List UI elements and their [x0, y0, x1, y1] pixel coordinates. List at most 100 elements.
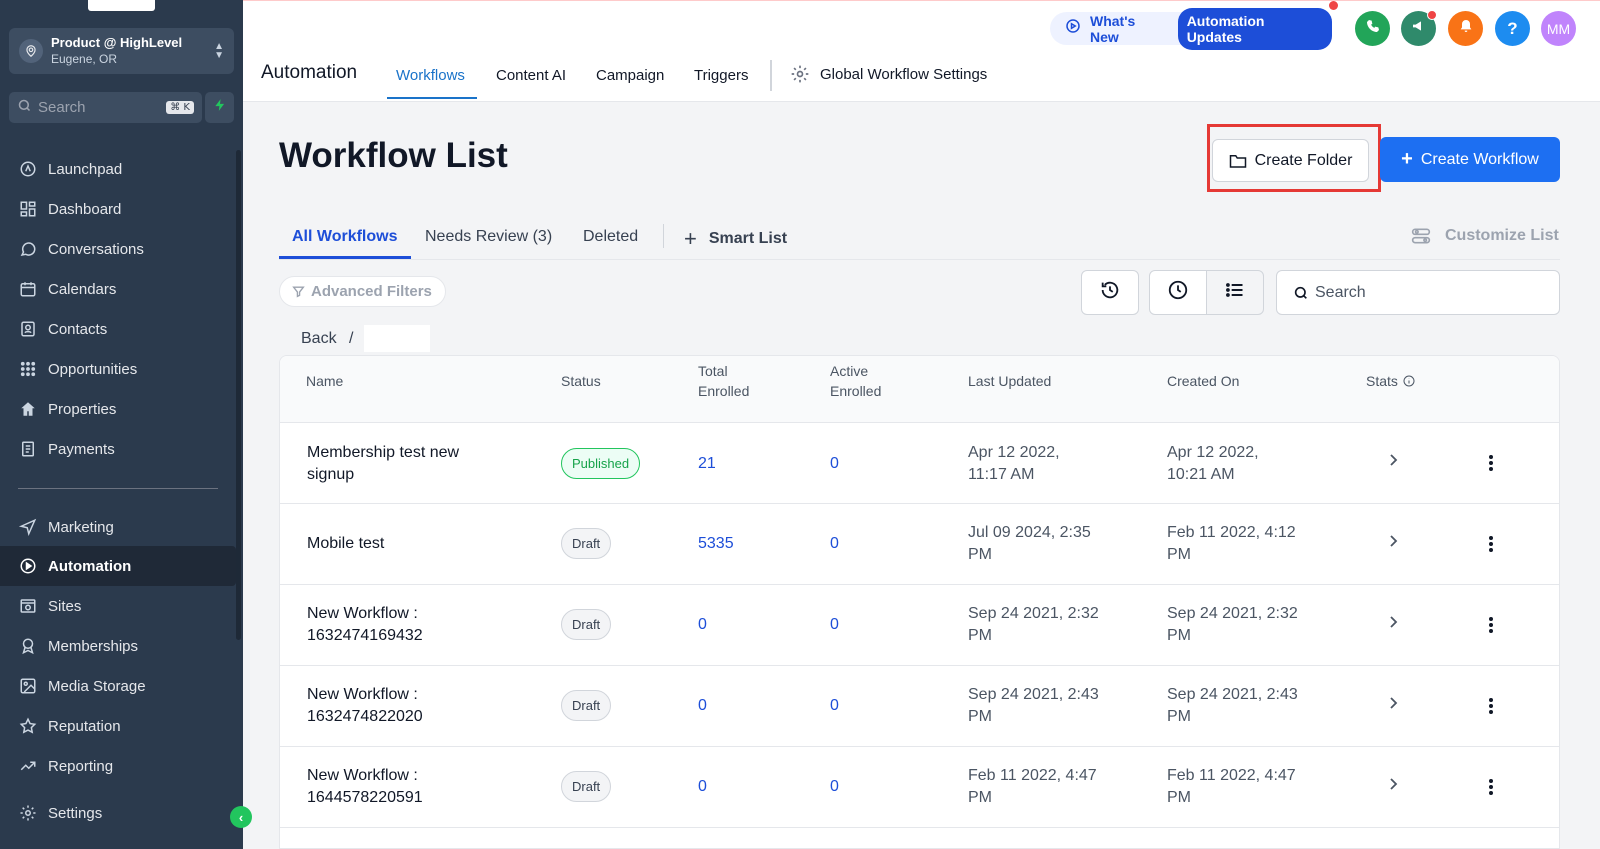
header-line: Enrolled — [698, 383, 750, 399]
sidebar-item-opportunities[interactable]: Opportunities — [0, 349, 236, 389]
plus-icon: + — [1401, 148, 1413, 170]
chevron-right-icon[interactable] — [1388, 534, 1398, 553]
total-enrolled-value[interactable]: 5335 — [698, 535, 734, 552]
quick-actions-button[interactable] — [205, 92, 234, 123]
chevron-right-icon[interactable] — [1388, 777, 1398, 796]
status-badge: Draft — [561, 771, 612, 802]
table-row[interactable]: Membership test new signup Published 21 0… — [280, 423, 1559, 504]
sidebar-search[interactable]: Search ⌘ K — [9, 92, 202, 123]
active-enrolled-value[interactable]: 0 — [830, 455, 839, 472]
subtab-needs-review[interactable]: Needs Review (3) — [425, 228, 553, 245]
table-row[interactable]: New Workflow : 1632474169432 Draft 0 0 Se… — [280, 585, 1559, 666]
notification-dot — [1329, 0, 1338, 10]
sidebar-item-automation[interactable]: Automation — [0, 546, 236, 586]
chevron-right-icon[interactable] — [1388, 453, 1398, 472]
avatar-initials: MM — [1546, 20, 1571, 37]
announcements-button[interactable] — [1401, 10, 1437, 46]
workflow-search-input[interactable]: Search — [1276, 270, 1560, 315]
table-row[interactable]: Mobile test Draft 5335 0 Jul 09 2024, 2:… — [280, 504, 1559, 585]
total-enrolled-value[interactable]: 0 — [698, 616, 707, 633]
customize-list-button[interactable]: Customize List — [1411, 226, 1559, 246]
account-switcher[interactable]: Product @ HighLevel Eugene, OR ▲ ▼ — [9, 28, 234, 74]
user-avatar[interactable]: MM — [1541, 11, 1576, 46]
created-on-value: Apr 12 2022, 10:21 AM — [1167, 442, 1337, 486]
create-folder-button[interactable]: Create Folder — [1212, 139, 1369, 182]
whats-new-banner[interactable]: What's New Automation Updates — [1050, 0, 1338, 50]
location-pin-icon — [19, 39, 43, 63]
breadcrumb-separator: / — [349, 330, 354, 347]
active-enrolled-value[interactable]: 0 — [830, 778, 839, 795]
column-header-active-enrolled[interactable]: Active Enrolled — [830, 361, 881, 401]
chevron-right-icon[interactable] — [1388, 615, 1398, 634]
sidebar-item-launchpad[interactable]: Launchpad — [0, 149, 236, 189]
total-enrolled-value[interactable]: 0 — [698, 778, 707, 795]
sidebar-item-label: Contacts — [48, 320, 108, 338]
automation-updates-pill[interactable]: Automation Updates — [1177, 0, 1338, 50]
subtab-deleted[interactable]: Deleted — [583, 228, 639, 245]
global-workflow-settings-link[interactable]: Global Workflow Settings — [790, 64, 987, 84]
smart-list-button[interactable]: + Smart List — [684, 226, 787, 252]
advanced-filters-button[interactable]: Advanced Filters — [279, 276, 446, 307]
table-row[interactable]: New Workflow : 1632474822020 Draft 0 0 Se… — [280, 666, 1559, 747]
column-header-last-updated[interactable]: Last Updated — [968, 373, 1052, 389]
notifications-button[interactable] — [1448, 11, 1483, 46]
workflow-name[interactable]: Membership test new signup — [307, 442, 527, 486]
chevron-right-icon[interactable] — [1388, 696, 1398, 715]
bolt-icon — [213, 97, 227, 118]
history-button[interactable] — [1081, 270, 1139, 315]
help-button[interactable]: ? — [1495, 11, 1530, 46]
column-header-stats[interactable]: Stats — [1366, 371, 1415, 391]
active-enrolled-value[interactable]: 0 — [830, 535, 839, 552]
workflow-name[interactable]: New Workflow : 1644578220591 — [307, 765, 527, 809]
more-options-icon[interactable] — [1488, 454, 1494, 477]
recent-view-button[interactable] — [1149, 270, 1207, 315]
more-options-icon[interactable] — [1488, 535, 1494, 558]
sidebar-scrollbar[interactable] — [236, 150, 241, 640]
highlight-annotation — [1207, 124, 1381, 192]
sidebar-item-reporting[interactable]: Reporting — [0, 746, 236, 786]
global-workflow-settings-label: Global Workflow Settings — [820, 65, 988, 83]
sidebar-item-settings[interactable]: Settings — [0, 793, 236, 833]
active-enrolled-value[interactable]: 0 — [830, 697, 839, 714]
sidebar-item-contacts[interactable]: Contacts — [0, 309, 236, 349]
list-view-button[interactable] — [1206, 270, 1264, 315]
column-header-name[interactable]: Name — [306, 373, 344, 389]
phone-button[interactable] — [1355, 11, 1390, 46]
sidebar-item-reputation[interactable]: Reputation — [0, 706, 236, 746]
sidebar-item-payments[interactable]: Payments — [0, 429, 236, 469]
tab-triggers[interactable]: Triggers — [694, 67, 749, 84]
column-header-created-on[interactable]: Created On — [1167, 373, 1240, 389]
total-enrolled-value[interactable]: 0 — [698, 697, 707, 714]
top-bar: What's New Automation Updates ? MM Autom… — [243, 0, 1600, 102]
account-name: Product @ HighLevel — [51, 35, 183, 50]
sidebar-item-calendars[interactable]: Calendars — [0, 269, 236, 309]
workflow-name[interactable]: New Workflow : 1632474169432 — [307, 603, 527, 647]
more-options-icon[interactable] — [1488, 778, 1494, 801]
table-row[interactable]: New Workflow : 1644578220591 Draft 0 0 Fe… — [280, 747, 1559, 828]
total-enrolled-value[interactable]: 21 — [698, 455, 716, 472]
sidebar-item-media-storage[interactable]: Media Storage — [0, 666, 236, 706]
sidebar-item-memberships[interactable]: Memberships — [0, 626, 236, 666]
create-workflow-button[interactable]: + Create Workflow — [1380, 137, 1560, 182]
sidebar-item-dashboard[interactable]: Dashboard — [0, 189, 236, 229]
column-header-status[interactable]: Status — [561, 373, 601, 389]
column-header-total-enrolled[interactable]: Total Enrolled — [698, 361, 749, 401]
workflow-name[interactable]: New Workflow : 1632474822020 — [307, 684, 527, 728]
sidebar-item-marketing[interactable]: Marketing — [0, 507, 236, 547]
more-options-icon[interactable] — [1488, 697, 1494, 720]
sidebar-item-sites[interactable]: Sites — [0, 586, 236, 626]
active-enrolled-value[interactable]: 0 — [830, 616, 839, 633]
tab-content-ai[interactable]: Content AI — [496, 67, 567, 84]
tab-workflows[interactable]: Workflows — [396, 67, 465, 84]
collapse-sidebar-button[interactable]: ‹ — [230, 806, 252, 828]
workflow-name[interactable]: Mobile test — [307, 533, 527, 555]
more-options-icon[interactable] — [1488, 616, 1494, 639]
name-line: New Workflow : — [307, 767, 418, 784]
sidebar-item-conversations[interactable]: Conversations — [0, 229, 236, 269]
breadcrumb-back-link[interactable]: Back — [301, 330, 337, 347]
sidebar-item-properties[interactable]: Properties — [0, 389, 236, 429]
info-icon[interactable] — [1403, 375, 1415, 387]
tab-campaign[interactable]: Campaign — [596, 67, 665, 84]
subtab-all-workflows[interactable]: All Workflows — [292, 228, 398, 245]
automation-updates-label: Automation Updates — [1186, 12, 1265, 45]
